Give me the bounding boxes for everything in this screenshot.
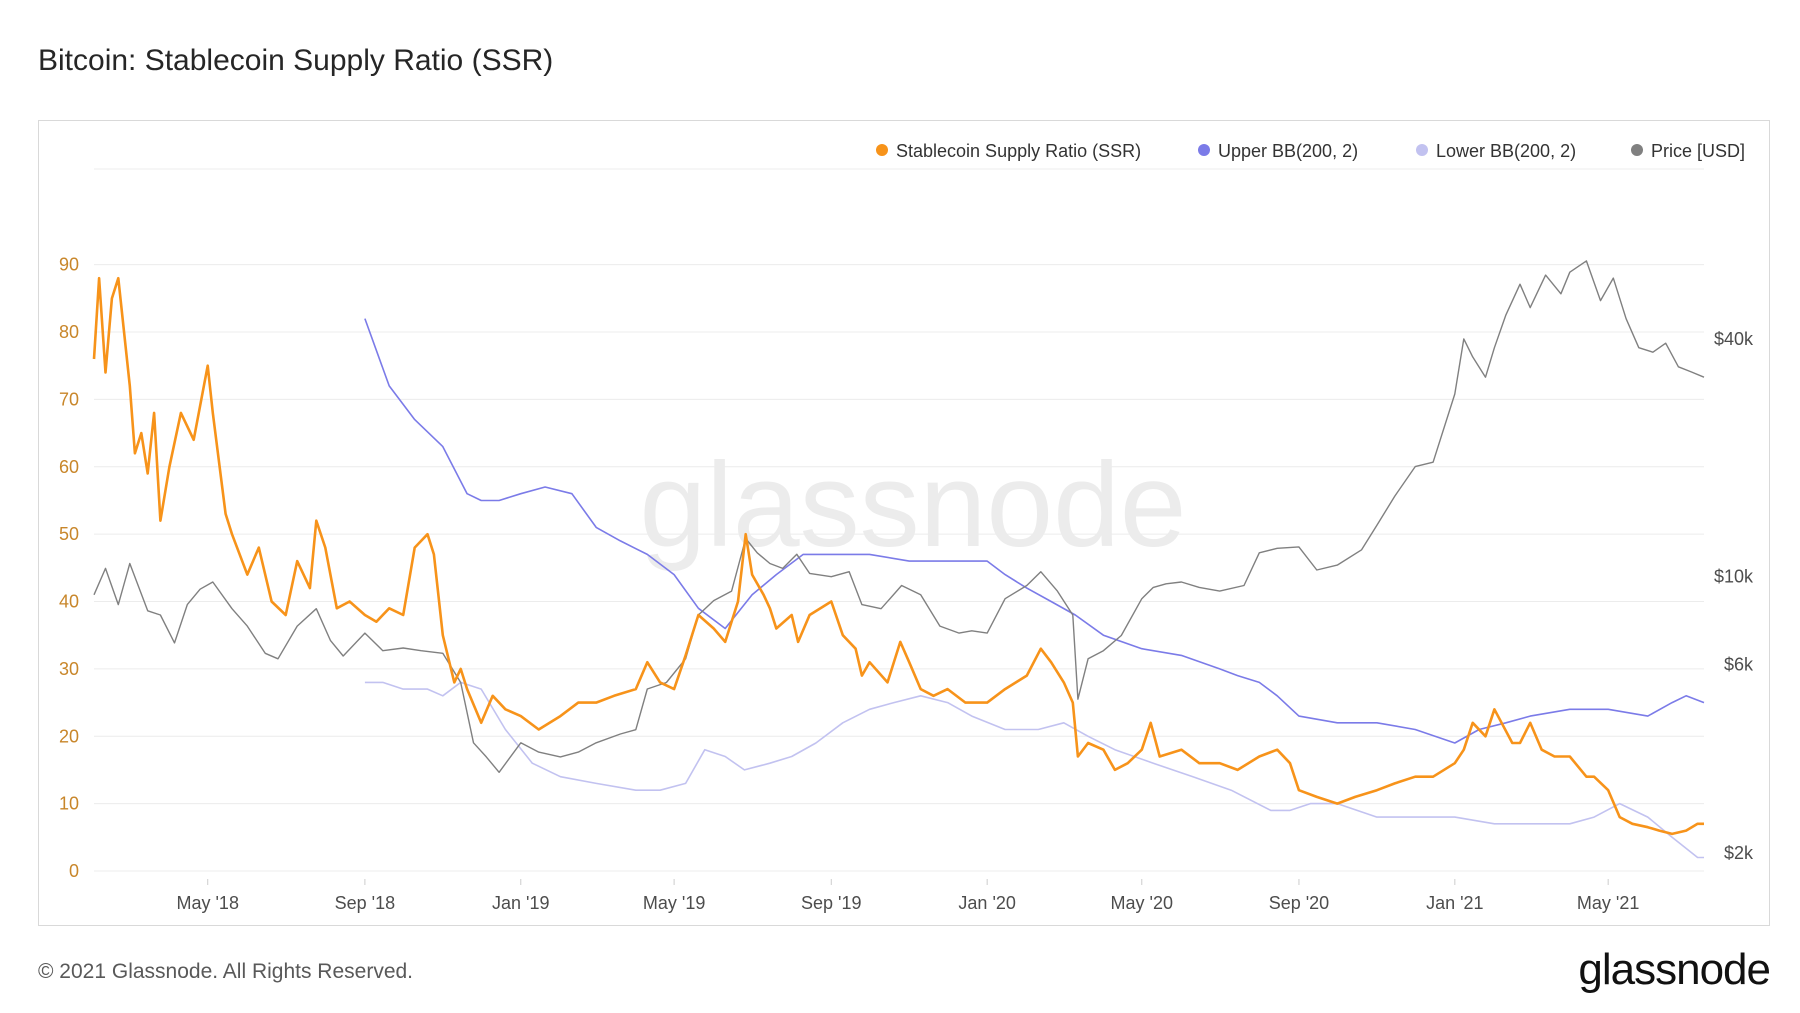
x-tick-label: May '18 [176,893,238,913]
y-left-tick-label: 20 [59,726,79,746]
y-right-tick-label: $40k [1714,329,1754,349]
gridlines [94,168,1704,872]
legend: Stablecoin Supply Ratio (SSR) Upper BB(20… [876,141,1745,161]
legend-marker [876,144,888,156]
x-tick-label: May '19 [643,893,705,913]
legend-marker [1198,144,1210,156]
x-tick-label: Jan '20 [958,893,1015,913]
series-line-price [93,260,1705,773]
y-left-tick-label: 10 [59,794,79,814]
axes: 0 10 20 30 40 50 60 70 80 90 $2k $6k $10k $40k May '18… [59,255,1754,913]
y-left-tick-label: 90 [59,255,79,275]
x-tick-label: May '21 [1577,893,1639,913]
x-tick-label: Sep '18 [335,893,396,913]
page-title: Bitcoin: Stablecoin Supply Ratio (SSR) [38,44,554,77]
series-line-lower-bb [364,681,1704,859]
legend-marker [1631,144,1643,156]
chart: glassnode 0 10 20 30 40 50 60 70 80 90 $2k $6k $10k $… [59,141,1754,913]
legend-label: Price [USD] [1651,141,1745,161]
y-left-tick-label: 40 [59,592,79,612]
y-right-tick-label: $6k [1724,654,1754,674]
legend-label: Upper BB(200, 2) [1218,141,1358,161]
y-left-tick-label: 60 [59,457,79,477]
y-left-tick-label: 80 [59,322,79,342]
chart-frame: glassnode 0 10 20 30 40 50 60 70 80 90 $2k $6k $10k $… [38,120,1770,926]
series-lines [92,260,1705,859]
legend-label: Stablecoin Supply Ratio (SSR) [896,141,1141,161]
x-tick-label: Jan '19 [492,893,549,913]
y-right-tick-label: $10k [1714,567,1754,587]
x-tick-label: May '20 [1111,893,1173,913]
y-right-tick-label: $2k [1724,843,1754,863]
copyright-text: © 2021 Glassnode. All Rights Reserved. [38,960,414,983]
y-left-tick-label: 70 [59,389,79,409]
y-left-tick-label: 30 [59,659,79,679]
y-left-tick-label: 50 [59,524,79,544]
legend-label: Lower BB(200, 2) [1436,141,1576,161]
watermark: glassnode [639,438,1186,572]
x-tick-label: Sep '20 [1269,893,1330,913]
glassnode-logo: glassnode [1578,945,1771,994]
x-tick-label: Jan '21 [1426,893,1483,913]
x-tick-label: Sep '19 [801,893,862,913]
series-line-ssr [92,276,1704,836]
legend-marker [1416,144,1428,156]
y-left-tick-label: 0 [69,861,79,881]
